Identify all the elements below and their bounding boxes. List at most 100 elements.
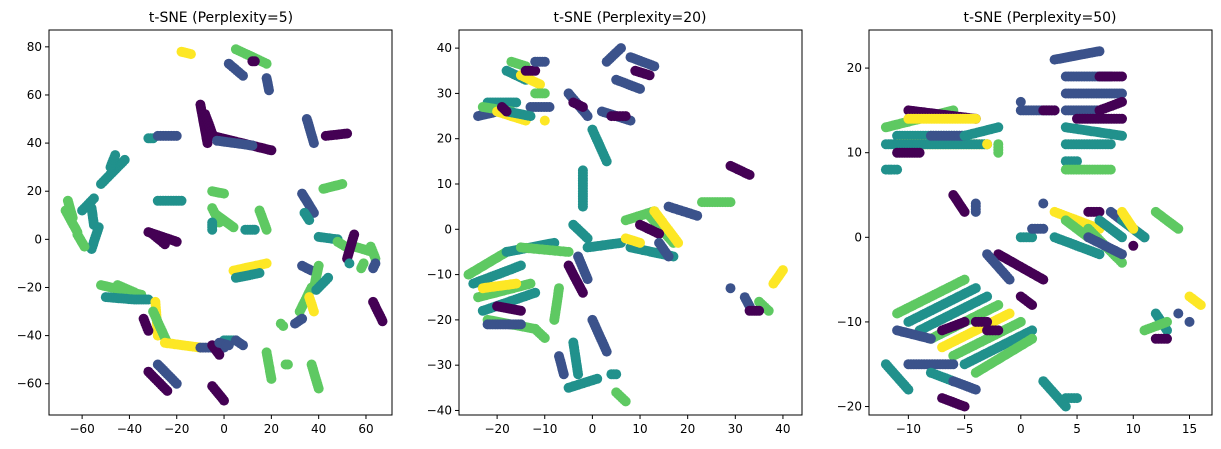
x-tick-label: −20 [484,422,509,436]
scatter-point [247,140,258,151]
scatter-point [535,79,545,90]
scatter-point [1173,308,1184,319]
scatter-point [635,83,645,94]
scatter-point [1015,316,1026,327]
y-tick-label: −40 [427,403,452,417]
y-tick-label: 40 [437,41,452,55]
plot-frame [868,29,1213,416]
scatter-point [1162,333,1172,344]
scatter-point [356,263,367,274]
panel-perplexity-20: t-SNE (Perplexity=20) −20 −10 0 10 20 30 40 −4… [427,10,803,436]
scatter-point [1094,46,1105,57]
scatter-point [530,65,541,76]
scatter-point [970,113,981,124]
scatter-point [1128,240,1139,251]
x-tick-label: 40 [775,422,790,436]
scatter-point [511,97,522,108]
scatter-point [228,222,239,233]
scatter-point [282,359,293,370]
scatter-point [1173,223,1184,234]
scatter-point [982,316,993,327]
scatter-point [88,193,99,204]
scatter-point [1049,105,1060,116]
scatter-point [261,224,272,235]
scatter-point [264,85,274,96]
x-tick-label: 30 [728,422,743,436]
scatter-points [463,43,788,407]
y-tick-label: −30 [427,358,452,372]
scatter-point [993,300,1004,310]
scatter-point [1038,274,1049,285]
panel-title: t-SNE (Perplexity=5) [149,10,293,26]
y-axis: −40 −30 −20 −10 0 10 20 30 40 [427,41,459,417]
scatter-point [249,224,260,235]
scatter-point [725,197,736,208]
scatter-point [238,70,248,81]
y-tick-label: 30 [437,86,452,100]
scatter-point [79,241,90,252]
scatter-point [1117,71,1127,82]
scatter-point [1027,325,1038,336]
scatter-point [266,145,277,156]
scatter-point [959,316,970,327]
x-tick-label: −40 [117,422,142,436]
scatter-point [763,305,774,316]
scatter-point [323,272,334,283]
scatter-point [892,164,903,175]
scatter-point [1105,164,1116,175]
scatter-point [549,314,560,325]
scatter-point [1117,113,1127,124]
y-tick-label: 0 [444,222,452,236]
scatter-point [337,179,348,189]
scatter-point [754,305,765,316]
scatter-point [1060,401,1071,412]
y-tick-label: −10 [427,268,452,282]
x-axis: −60 −40 −20 0 20 40 60 [69,415,374,436]
panel-title: t-SNE (Perplexity=20) [553,10,706,26]
scatter-point [238,340,248,351]
scatter-point [970,283,981,294]
scatter-point [982,291,993,302]
scatter-point [925,333,936,344]
scatter-point [573,369,584,380]
x-tick-label: −10 [896,422,921,436]
y-tick-label: 20 [847,61,862,75]
scatter-point [692,210,703,221]
scatter-point [970,384,981,395]
scatter-point [959,401,970,412]
scatter-point [914,147,925,158]
scatter-point [1105,139,1116,150]
y-tick-label: 40 [27,136,42,150]
scatter-point [1117,88,1127,99]
scatter-point [577,201,588,212]
x-tick-label: 20 [680,422,695,436]
scatter-point [202,138,213,149]
scatter-points [60,44,388,406]
panel-perplexity-5: t-SNE (Perplexity=5) −60 −40 −20 0 20 40 60 −6… [17,10,393,436]
scatter-point [261,258,272,269]
scatter-point [644,70,655,81]
x-tick-label: 0 [220,422,228,436]
scatter-point [725,283,736,294]
scatter-point [1184,316,1195,327]
scatter-point [185,49,196,60]
y-tick-label: −10 [837,315,862,329]
scatter-point [501,106,512,117]
scatter-point [525,278,536,289]
scatter-point [342,128,353,139]
scatter-point [304,215,315,226]
scatter-point [582,233,593,244]
scatter-point [511,278,522,289]
panel-perplexity-50: t-SNE (Perplexity=50) −10 −5 0 5 10 15 −20 −10… [837,10,1213,436]
scatter-point [1094,249,1105,260]
scatter-point [654,228,665,239]
scatter-point [582,111,593,122]
scatter-point [544,102,555,112]
x-tick-label: −20 [164,422,189,436]
scatter-point [1027,333,1038,344]
scatter-point [377,316,388,327]
scatter-point [611,369,622,380]
y-tick-label: 20 [27,184,42,198]
scatter-point [903,384,914,395]
y-tick-label: −40 [17,329,42,343]
